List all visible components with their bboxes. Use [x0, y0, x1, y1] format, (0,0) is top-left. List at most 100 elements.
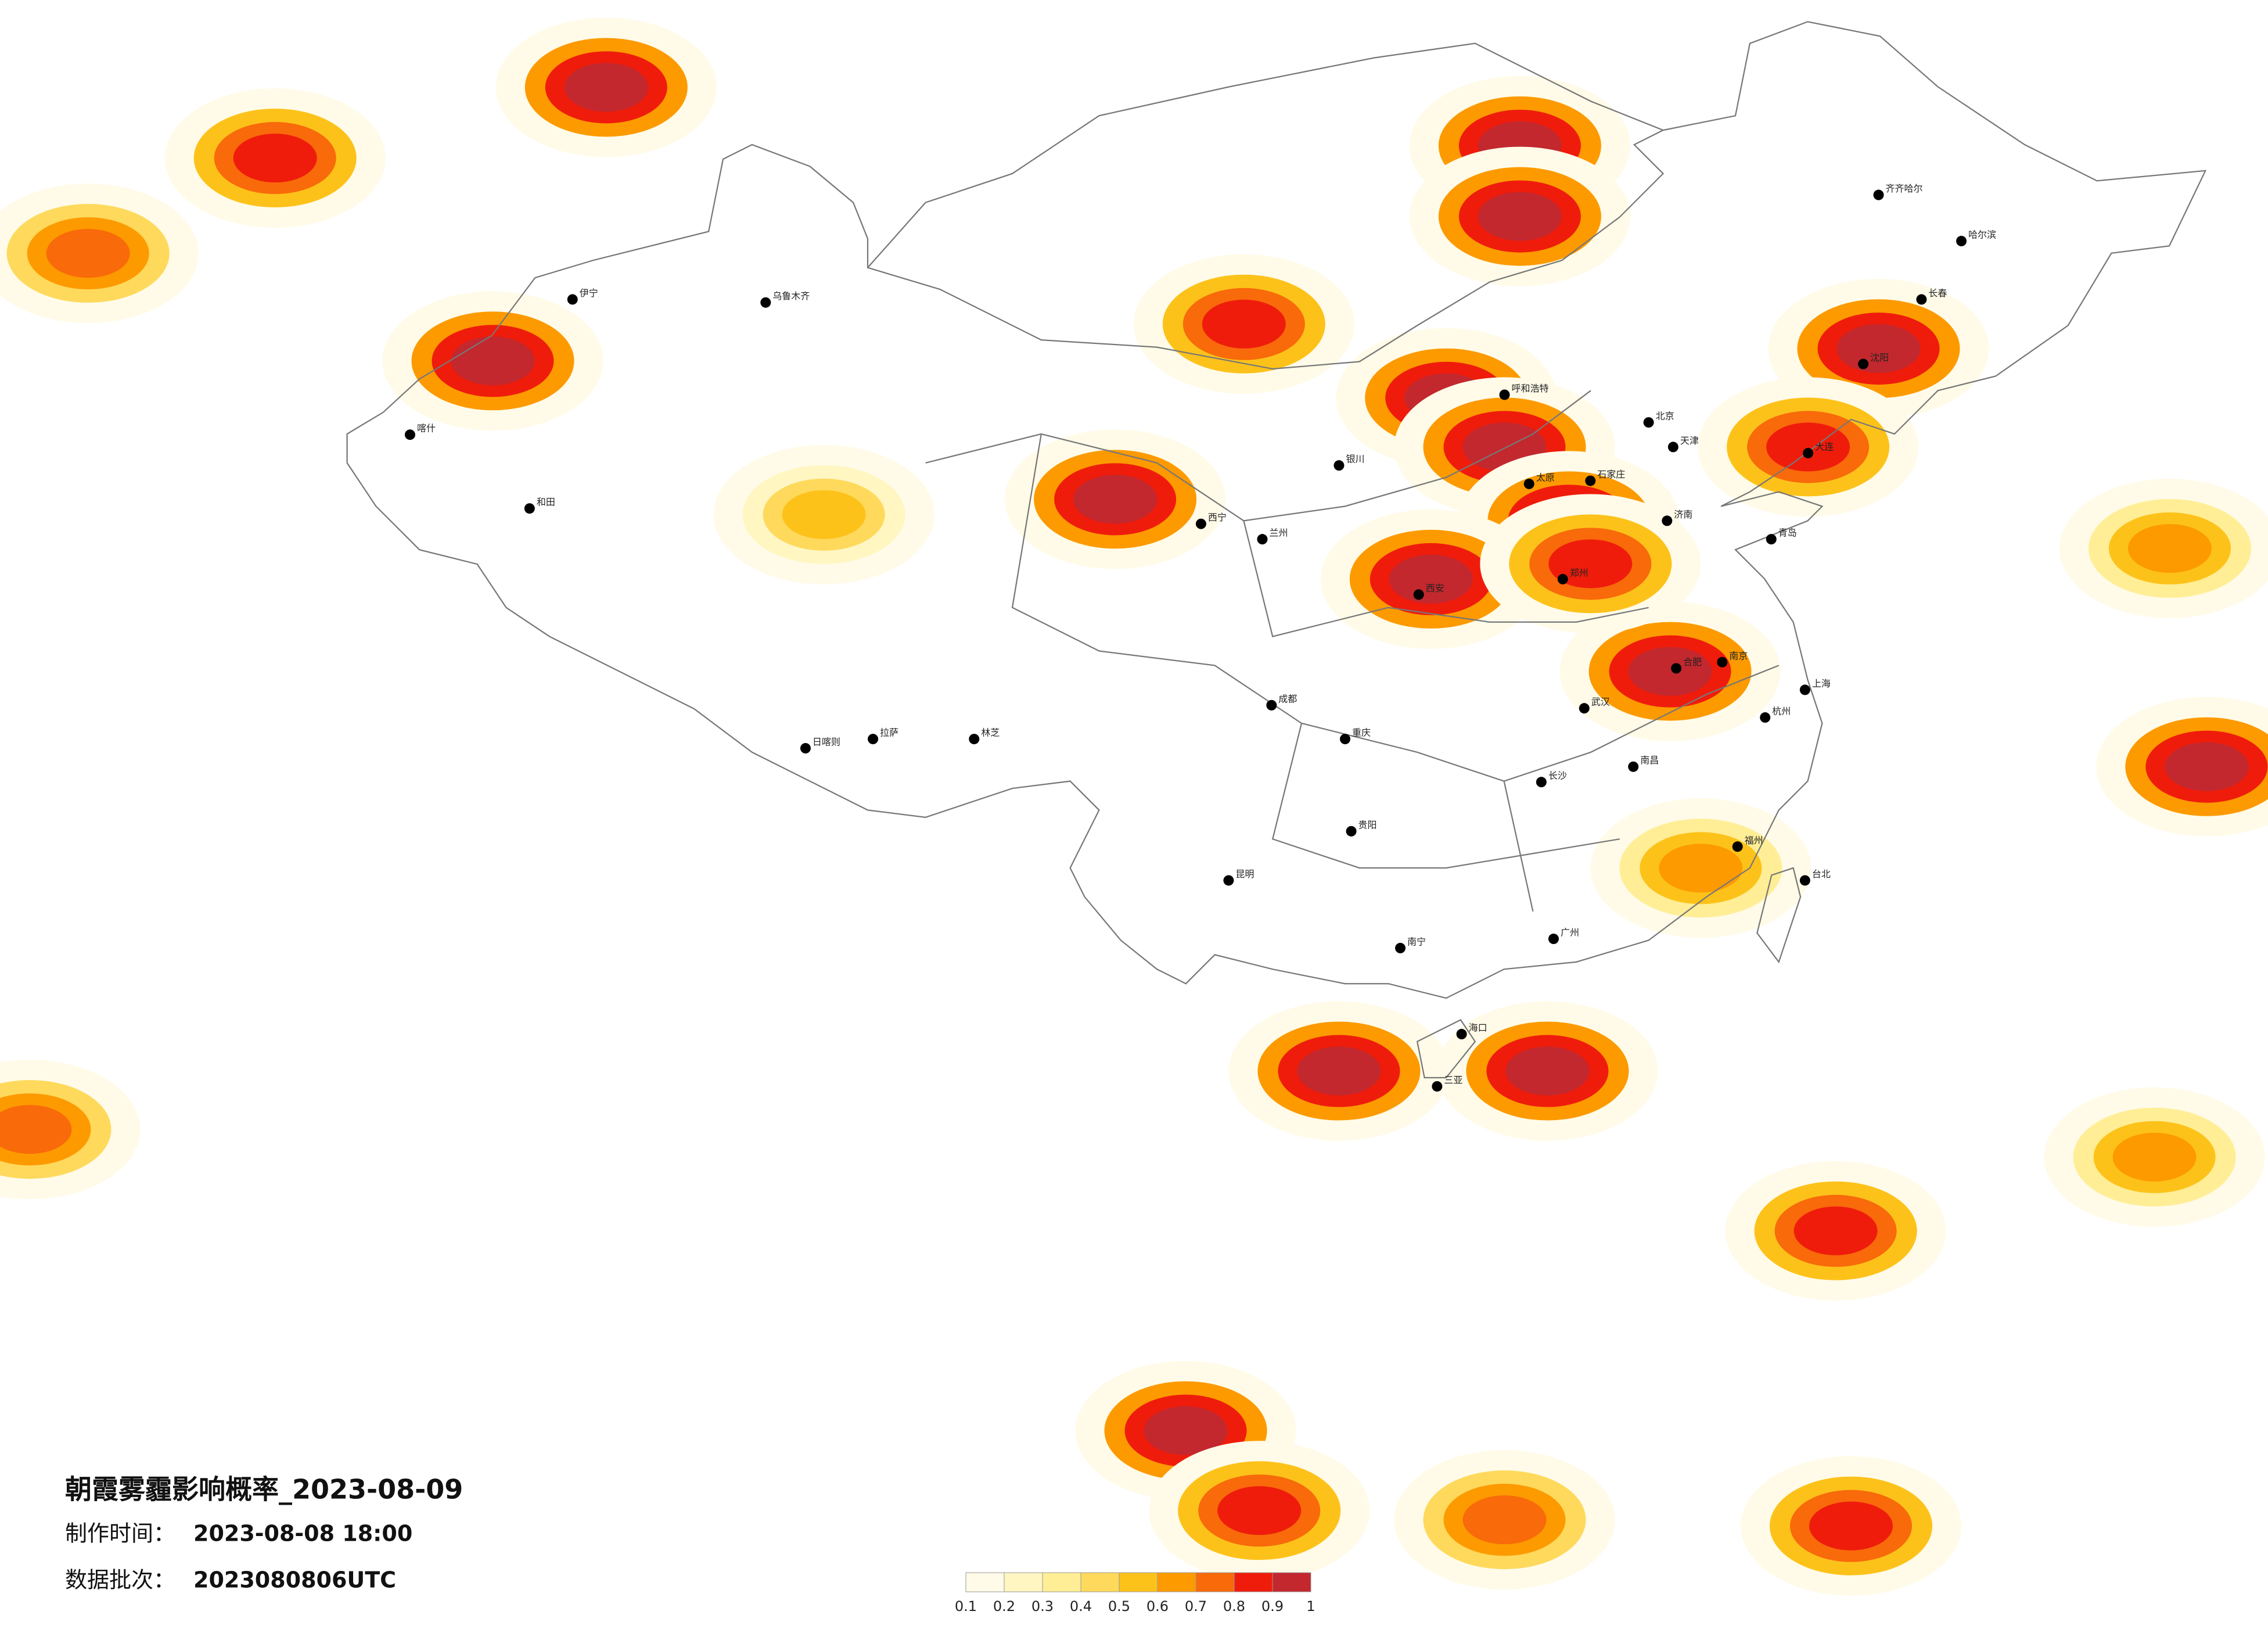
colorbar-swatch: [1234, 1572, 1273, 1592]
city-dot: [800, 742, 811, 753]
hotspot: [1389, 554, 1473, 604]
city-label: 拉萨: [880, 727, 898, 738]
city-dot: [1266, 699, 1277, 711]
city-label: 昆明: [1235, 869, 1254, 880]
city-dot: [1195, 518, 1206, 529]
borders: [346, 21, 2207, 1079]
colorbar-tick-label: 0.2: [993, 1598, 1015, 1614]
city-label: 重庆: [1352, 727, 1371, 738]
city-dot: [760, 297, 771, 308]
map-title: 朝霞雾霾影响概率_2023-08-09: [65, 1474, 463, 1505]
hotspot: [564, 63, 648, 112]
city-dot: [1671, 663, 1682, 674]
city-label: 三亚: [1444, 1074, 1462, 1085]
city-dot: [1334, 460, 1345, 471]
hotspot: [46, 229, 130, 278]
city-label: 青岛: [1778, 528, 1797, 539]
city-label: 天津: [1680, 435, 1699, 446]
city-dot: [1799, 684, 1810, 695]
city-dot: [524, 503, 535, 514]
city-label: 西宁: [1208, 512, 1227, 523]
colorbar-swatch: [1195, 1572, 1235, 1592]
city-dot: [1579, 703, 1590, 714]
city-label: 南昌: [1640, 755, 1659, 766]
colorbar: 0.1 0.2 0.3 0.4 0.5 0.6 0.7 0.8 0.9 1: [955, 1572, 1315, 1614]
city-dot: [404, 429, 415, 440]
city-dot: [1717, 656, 1728, 668]
city-dot: [1916, 294, 1927, 305]
batch-label: 数据批次：: [65, 1567, 175, 1593]
city-dot: [1456, 1029, 1467, 1040]
city-dot: [1523, 478, 1534, 489]
city-label: 海口: [1469, 1022, 1487, 1034]
hotspot: [1548, 539, 1633, 589]
colorbar-tick-label: 0.3: [1031, 1598, 1054, 1614]
city-dot: [1257, 534, 1268, 545]
colorbar-tick-label: 0.4: [1070, 1598, 1092, 1614]
hotspot: [1628, 647, 1712, 696]
city-label: 太原: [1536, 472, 1555, 483]
city-label: 沈阳: [1870, 352, 1889, 363]
city-dot: [1732, 841, 1743, 852]
city-label: 哈尔滨: [1968, 229, 1996, 240]
city-dot: [1858, 358, 1869, 369]
hotspot: [0, 1105, 72, 1154]
city-dot: [1662, 515, 1673, 526]
colorbar-swatch: [1042, 1572, 1081, 1592]
colorbar-swatch: [1157, 1572, 1196, 1592]
hotspot: [451, 336, 535, 386]
city-dot: [1643, 417, 1654, 428]
city-dot: [1873, 189, 1884, 200]
city-label: 齐齐哈尔: [1886, 183, 1923, 194]
city-dot: [1766, 534, 1777, 545]
city-dot: [1557, 573, 1568, 584]
city-dot: [1223, 875, 1234, 886]
city-dot: [1585, 475, 1596, 486]
hotspot: [1505, 1046, 1590, 1096]
city-dot: [1339, 734, 1350, 745]
city-label: 贵阳: [1358, 819, 1377, 830]
production-time-label: 制作时间：: [65, 1521, 175, 1547]
batch-value: 2023080806UTC: [193, 1567, 396, 1593]
colorbar-tick-label: 1: [1306, 1598, 1315, 1614]
city-dot: [1395, 942, 1406, 953]
china-border: [346, 21, 2207, 999]
city-dot: [1628, 761, 1639, 772]
city-label: 北京: [1656, 411, 1674, 422]
hotspot: [782, 490, 866, 539]
taiwan-border: [1756, 867, 1802, 964]
hotspot: [1073, 475, 1158, 524]
city-label: 济南: [1674, 509, 1692, 520]
city-label: 台北: [1812, 869, 1831, 880]
hotspot: [1478, 192, 1562, 241]
heat-layer: [0, 17, 2268, 1596]
city-label: 杭州: [1772, 706, 1791, 717]
city-label: 西安: [1426, 583, 1444, 594]
city-label: 大连: [1815, 441, 1834, 452]
city-label: 喀什: [417, 423, 436, 434]
city-label: 和田: [537, 497, 555, 508]
city-label: 日喀则: [813, 736, 840, 747]
city-label: 石家庄: [1597, 469, 1625, 480]
production-time-value: 2023-08-08 18:00: [193, 1521, 412, 1547]
hotspot: [1297, 1046, 1381, 1096]
province-line: [925, 390, 1780, 912]
colorbar-tick-label: 0.8: [1223, 1598, 1245, 1614]
hotspot: [1766, 422, 1850, 472]
city-dot: [1667, 442, 1678, 453]
city-label: 呼和浩特: [1511, 383, 1548, 394]
hotspot: [2112, 1132, 2197, 1182]
hotspot: [1144, 1406, 1228, 1455]
city-label: 郑州: [1570, 567, 1588, 578]
city-dot: [1413, 589, 1424, 600]
colorbar-tick-label: 0.5: [1108, 1598, 1130, 1614]
hotspot: [1659, 844, 1743, 893]
city-dot: [969, 734, 980, 745]
city-dot: [1956, 235, 1967, 246]
city-label: 成都: [1278, 693, 1297, 704]
city-label: 伊宁: [580, 288, 598, 299]
hotspot: [233, 134, 317, 183]
city-label: 南京: [1729, 650, 1748, 661]
